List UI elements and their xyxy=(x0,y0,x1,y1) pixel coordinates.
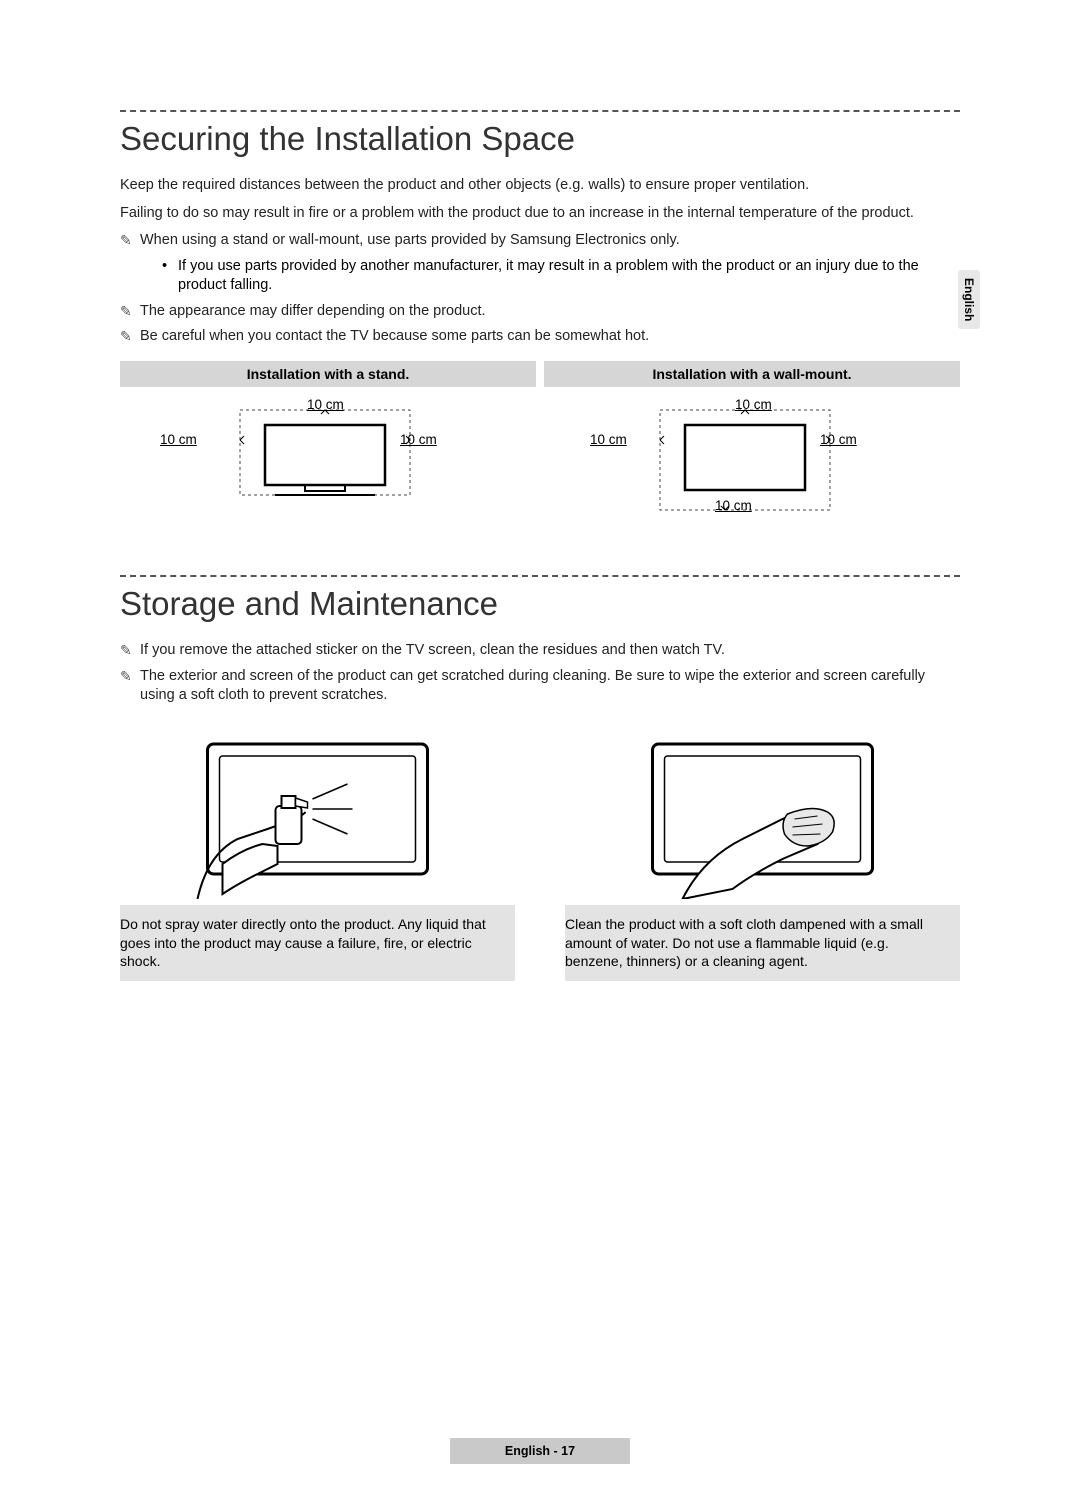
note-text: The appearance may differ depending on t… xyxy=(140,302,960,322)
note-row: ✎ If you remove the attached sticker on … xyxy=(120,641,960,661)
install-headers: Installation with a stand. Installation … xyxy=(120,361,960,387)
cleaning-row: Do not spray water directly onto the pro… xyxy=(120,734,960,982)
header-wall: Installation with a wall-mount. xyxy=(536,361,960,387)
section2-title: Storage and Maintenance xyxy=(120,585,960,623)
section-divider xyxy=(120,575,960,577)
note-icon: ✎ xyxy=(120,642,140,659)
bullet-dot: • xyxy=(162,257,178,296)
note-text: Be careful when you contact the TV becau… xyxy=(140,327,960,347)
section1-p1: Keep the required distances between the … xyxy=(120,176,960,196)
note-row: ✎ Be careful when you contact the TV bec… xyxy=(120,327,960,347)
note-icon: ✎ xyxy=(120,668,140,685)
page-footer: English - 17 xyxy=(450,1438,630,1464)
caption-right: Clean the product with a soft cloth damp… xyxy=(565,905,960,982)
clean-col-left: Do not spray water directly onto the pro… xyxy=(120,734,515,982)
language-tab: English xyxy=(958,270,980,329)
dist-right: 10 cm xyxy=(820,432,857,447)
note-icon: ✎ xyxy=(120,232,140,249)
section-divider xyxy=(120,110,960,112)
dist-top: 10 cm xyxy=(307,397,344,412)
dist-right: 10 cm xyxy=(400,432,437,447)
dist-top: 10 cm xyxy=(735,397,772,412)
header-stand: Installation with a stand. xyxy=(120,361,536,387)
section1-title: Securing the Installation Space xyxy=(120,120,960,158)
diagrams-row: 10 cm 10 cm 10 cm 10 cm 10 cm 10 cm 10 c… xyxy=(120,395,960,525)
note-text: The exterior and screen of the product c… xyxy=(140,667,960,706)
clean-col-right: Clean the product with a soft cloth damp… xyxy=(565,734,960,982)
diagram-stand: 10 cm 10 cm 10 cm xyxy=(120,395,540,525)
diagram-wall: 10 cm 10 cm 10 cm 10 cm xyxy=(540,395,960,525)
section1-p2: Failing to do so may result in fire or a… xyxy=(120,204,960,224)
dist-left: 10 cm xyxy=(590,432,627,447)
caption-left: Do not spray water directly onto the pro… xyxy=(120,905,515,982)
clean-image-wrong xyxy=(160,734,475,899)
stand-svg xyxy=(120,395,540,525)
note-text: If you remove the attached sticker on th… xyxy=(140,641,960,661)
clean-image-right xyxy=(605,734,920,899)
page: English Securing the Installation Space … xyxy=(0,0,1080,1494)
note-row: ✎ When using a stand or wall-mount, use … xyxy=(120,231,960,251)
sub-bullet: • If you use parts provided by another m… xyxy=(162,257,960,296)
dist-bottom: 10 cm xyxy=(715,498,752,513)
dist-left: 10 cm xyxy=(160,432,197,447)
note-icon: ✎ xyxy=(120,303,140,320)
note-row: ✎ The appearance may differ depending on… xyxy=(120,302,960,322)
note-icon: ✎ xyxy=(120,328,140,345)
note-row: ✎ The exterior and screen of the product… xyxy=(120,667,960,706)
note-text: When using a stand or wall-mount, use pa… xyxy=(140,231,960,251)
sub-bullet-text: If you use parts provided by another man… xyxy=(178,257,960,296)
